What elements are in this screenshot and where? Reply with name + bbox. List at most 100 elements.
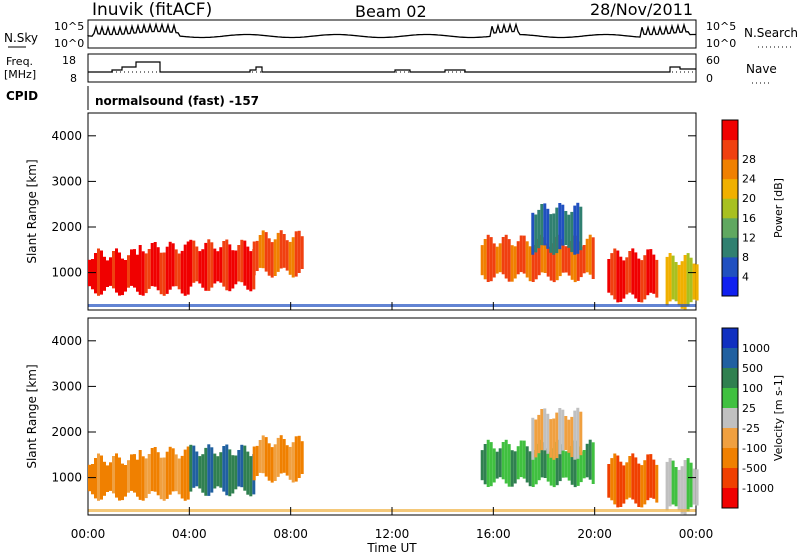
echo-cell	[677, 264, 681, 306]
echo-cell	[207, 239, 211, 291]
echo-cell	[210, 242, 214, 288]
echo-cell	[252, 241, 256, 276]
echo-cell	[133, 249, 136, 288]
echo-cell	[540, 204, 544, 246]
echo-cell	[665, 256, 669, 306]
echo-cell	[273, 444, 277, 481]
echo-cell	[643, 460, 647, 505]
colorbar-tick-label: -100	[742, 442, 767, 455]
echo-cell	[665, 461, 669, 511]
echo-region	[88, 248, 139, 296]
colorbar-swatch	[722, 276, 738, 297]
echo-cell	[144, 458, 148, 499]
echo-cell	[537, 209, 541, 249]
echo-cell	[637, 463, 641, 507]
echo-cell	[510, 450, 514, 487]
beam-title: Beam 02	[355, 2, 427, 21]
echo-cell	[489, 237, 493, 282]
echo-cell	[300, 236, 304, 269]
echo-cell	[579, 206, 583, 251]
echo-cell	[561, 204, 565, 246]
echo-cell	[486, 234, 490, 282]
echo-cell	[671, 255, 675, 300]
echo-cell	[249, 251, 253, 292]
echo-cell	[130, 249, 133, 286]
y-tick-label: 3000	[51, 174, 82, 188]
colorbar-tick-label: -1000	[742, 482, 774, 495]
echo-cell	[165, 451, 169, 499]
echo-cell	[153, 447, 157, 492]
echo-cell	[689, 462, 693, 508]
echo-cell	[652, 459, 656, 499]
echo-cell	[291, 237, 295, 278]
echo-cell	[118, 252, 121, 296]
echo-cell	[570, 416, 574, 458]
echo-cell	[489, 442, 493, 487]
echo-cell	[282, 234, 286, 268]
echo-cell	[495, 246, 499, 274]
echo-cell	[147, 454, 151, 494]
x-tick-label: 04:00	[172, 527, 207, 541]
echo-cell	[162, 457, 166, 501]
echo-region	[138, 446, 190, 501]
echo-cell	[273, 239, 277, 276]
colorbar-swatch	[722, 139, 738, 160]
echo-cell	[480, 245, 484, 276]
echo-cell	[195, 246, 199, 282]
echo-cell	[516, 446, 520, 480]
x-tick-label: 20:00	[577, 527, 612, 541]
echo-cell	[300, 441, 304, 474]
echo-cell	[192, 240, 196, 283]
echo-cell	[564, 416, 568, 451]
freq-frame	[87, 53, 697, 83]
echo-cell	[622, 465, 626, 504]
echo-cell	[546, 413, 550, 454]
echo-cell	[549, 448, 553, 486]
echo-cell	[94, 253, 97, 294]
echo-cell	[507, 444, 511, 487]
echo-region	[88, 453, 139, 501]
colorbar-swatch	[722, 448, 738, 469]
echo-cell	[516, 241, 520, 275]
echo-cell	[655, 259, 659, 298]
echo-region	[607, 248, 659, 303]
echo-cell	[225, 239, 229, 291]
echo-cell	[576, 241, 580, 281]
echo-cell	[150, 448, 154, 492]
echo-cell	[498, 243, 502, 273]
echo-cell	[183, 449, 187, 501]
echo-cell	[243, 240, 247, 286]
colorbar-frame	[721, 119, 739, 297]
echo-cell	[97, 248, 100, 296]
echo-region	[252, 435, 304, 483]
echo-cell	[525, 241, 529, 278]
echo-cell	[558, 408, 562, 455]
echo-cell	[552, 418, 556, 460]
echo-cell	[652, 254, 656, 294]
echo-cell	[216, 456, 220, 487]
freq-line	[88, 61, 696, 73]
echo-cell	[276, 232, 280, 272]
echo-cell	[528, 246, 532, 282]
echo-cell	[582, 450, 586, 479]
echo-cell	[522, 235, 526, 274]
echo-region	[480, 439, 595, 488]
y-axis-title: Slant Range [km]	[25, 364, 39, 468]
echo-cell	[543, 203, 547, 246]
echo-cell	[127, 460, 130, 493]
echo-cell	[156, 247, 160, 291]
station-title: Inuvik (fitACF)	[92, 0, 212, 20]
echo-cell	[573, 205, 577, 255]
echo-cell	[573, 440, 577, 488]
echo-cell	[222, 446, 226, 492]
echo-cell	[279, 435, 283, 474]
echo-cell	[156, 452, 160, 496]
echo-cell	[222, 241, 226, 287]
echo-cell	[628, 251, 632, 293]
echo-cell	[549, 214, 553, 253]
echo-cell	[186, 446, 190, 500]
echo-cell	[234, 455, 238, 490]
echo-cell	[231, 250, 235, 289]
echo-cell	[124, 260, 127, 292]
